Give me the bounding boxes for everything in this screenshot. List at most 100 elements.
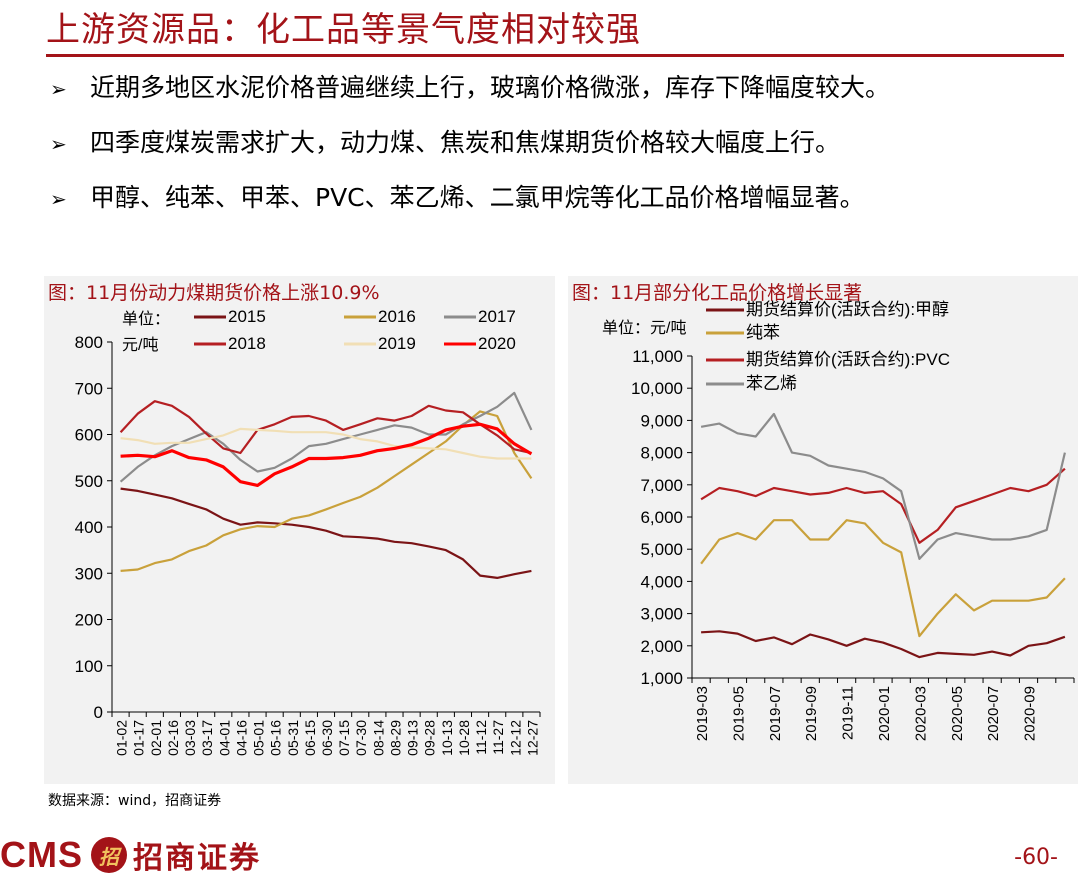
- data-source: 数据来源：wind，招商证券: [48, 793, 222, 809]
- x-tick-label: 01-17: [131, 720, 147, 756]
- x-tick-label: 07-15: [336, 720, 352, 756]
- x-tick-label: 2019-07: [767, 686, 784, 741]
- y-tick-label: 400: [75, 518, 103, 537]
- x-tick-label: 2020-01: [876, 686, 893, 741]
- page-title: 上游资源品：化工品等景气度相对较强: [46, 10, 641, 50]
- arrow-right-icon: ➢: [50, 187, 67, 211]
- arrow-right-icon: ➢: [50, 77, 67, 101]
- x-tick-label: 03-03: [182, 720, 198, 756]
- series-line-2: [119, 391, 533, 483]
- legend-label: 期货结算价(活跃合约):甲醇: [746, 300, 949, 319]
- series-line-5: [120, 422, 533, 487]
- legend-label: 2015: [228, 307, 266, 326]
- chemical-price-chart: 1,000 2,000 3,000 4,000 5,000 6,000 7,000 8,000…: [602, 300, 1075, 741]
- y-tick-label: 8,000: [640, 444, 683, 463]
- legend-label: 2020: [478, 334, 516, 353]
- series-line-0: [701, 630, 1066, 659]
- x-tick-label: 09-28: [422, 720, 438, 756]
- y-tick-label: 1,000: [640, 669, 683, 688]
- x-tick-label: 11-27: [490, 720, 506, 755]
- legend-label: 纯苯: [746, 323, 780, 342]
- bullet-text: 甲醇、纯苯、甲苯、PVC、苯乙烯、二氯甲烷等化工品价格增幅显著。: [90, 183, 865, 212]
- unit-label: 单位：元/吨: [602, 319, 686, 337]
- series-line-1: [700, 519, 1066, 638]
- unit-label: 单位：: [122, 310, 170, 328]
- company-name: 招商证券: [133, 841, 261, 876]
- legend-label: 2016: [378, 307, 416, 326]
- series-line-3: [700, 412, 1066, 560]
- chart-title: 图：11月份动力煤期货价格上涨10.9%: [48, 282, 380, 304]
- x-tick-label: 2019-05: [730, 686, 747, 741]
- x-tick-label: 05-31: [285, 720, 301, 756]
- unit-label: 元/吨: [122, 336, 158, 354]
- chart-title: 图：11月部分化工品价格增长显著: [572, 282, 863, 304]
- legend-label: 2019: [378, 334, 416, 353]
- x-tick-label: 2019-03: [694, 686, 711, 741]
- y-tick-label: 10,000: [631, 379, 683, 398]
- brand-text: CMS: [0, 834, 83, 875]
- page-number: -60-: [1014, 845, 1058, 870]
- x-tick-label: 12-12: [507, 720, 523, 756]
- y-tick-label: 600: [75, 426, 103, 445]
- x-tick-label: 03-17: [199, 720, 215, 756]
- x-tick-label: 10-13: [439, 720, 455, 756]
- x-tick-label: 10-28: [456, 720, 472, 756]
- chart-panel-chemicals: 1,000 2,000 3,000 4,000 5,000 6,000 7,000 8,000…: [568, 276, 1078, 784]
- x-tick-label: 05-01: [251, 720, 267, 756]
- y-tick-label: 100: [75, 657, 103, 676]
- y-tick-label: 4,000: [640, 572, 683, 591]
- legend-label: 苯乙烯: [746, 374, 797, 393]
- title-divider: [46, 54, 1064, 57]
- x-tick-label: 04-16: [233, 720, 249, 756]
- x-tick-label: 09-13: [405, 720, 421, 756]
- x-tick-label: 2020-07: [985, 686, 1002, 741]
- bullet-text: 四季度煤炭需求扩大，动力煤、焦炭和焦煤期货价格较大幅度上行。: [90, 128, 841, 157]
- series-line-3: [119, 400, 532, 455]
- x-tick-label: 2020-03: [912, 686, 929, 741]
- y-tick-label: 0: [94, 703, 103, 722]
- x-tick-label: 07-30: [353, 720, 369, 756]
- series-line-2: [700, 467, 1066, 544]
- legend-label: 2018: [228, 334, 266, 353]
- y-tick-label: 200: [75, 611, 103, 630]
- y-tick-label: 5,000: [640, 540, 683, 559]
- x-tick-label: 04-01: [216, 720, 232, 756]
- y-tick-label: 2,000: [640, 637, 683, 656]
- y-tick-label: 11,000: [632, 347, 683, 366]
- legend-label: 期货结算价(活跃合约):PVC: [746, 350, 950, 369]
- x-tick-label: 01-02: [114, 720, 130, 756]
- company-logo: CMS 招 招商证券: [0, 833, 261, 877]
- y-tick-label: 300: [75, 564, 103, 583]
- series-line-0: [120, 487, 532, 579]
- chart-panel-coal: 0 100 200 300 400 500 600 700 800 01-02 01-17 02-01…: [44, 276, 555, 784]
- y-tick-label: 700: [75, 379, 103, 398]
- y-tick-label: 500: [75, 472, 103, 491]
- series-line-1: [120, 410, 533, 572]
- x-tick-label: 02-16: [165, 720, 181, 756]
- y-tick-label: 800: [75, 333, 103, 352]
- y-tick-label: 7,000: [640, 476, 683, 495]
- y-tick-label: 9,000: [640, 411, 683, 430]
- y-tick-label: 6,000: [640, 508, 683, 527]
- x-tick-label: 08-29: [387, 720, 403, 756]
- x-tick-label: 06-15: [302, 720, 318, 756]
- x-tick-label: 2020-05: [949, 686, 966, 741]
- x-tick-label: 02-01: [148, 720, 164, 756]
- bullet-item: ➢ 甲醇、纯苯、甲苯、PVC、苯乙烯、二氯甲烷等化工品价格增幅显著。: [50, 170, 890, 225]
- series-line-4: [120, 427, 532, 460]
- arrow-right-icon: ➢: [50, 132, 67, 156]
- y-tick-label: 3,000: [640, 605, 683, 624]
- x-tick-label: 2020-09: [1022, 686, 1039, 741]
- x-tick-label: 2019-11: [840, 686, 857, 740]
- x-tick-label: 08-14: [370, 720, 386, 756]
- bullet-text: 近期多地区水泥价格普遍继续上行，玻璃价格微涨，库存下降幅度较大。: [90, 73, 891, 102]
- legend-label: 2017: [478, 307, 516, 326]
- x-tick-label: 11-12: [473, 720, 489, 755]
- x-tick-label: 06-30: [319, 720, 335, 756]
- x-tick-label: 2019-09: [803, 686, 820, 741]
- bullet-list: ➢ 近期多地区水泥价格普遍继续上行，玻璃价格微涨，库存下降幅度较大。 ➢ 四季度煤炭…: [50, 60, 890, 225]
- bullet-item: ➢ 近期多地区水泥价格普遍继续上行，玻璃价格微涨，库存下降幅度较大。: [50, 60, 890, 115]
- x-tick-label: 05-16: [268, 720, 284, 756]
- emblem-icon: 招: [91, 837, 127, 873]
- bullet-item: ➢ 四季度煤炭需求扩大，动力煤、焦炭和焦煤期货价格较大幅度上行。: [50, 115, 890, 170]
